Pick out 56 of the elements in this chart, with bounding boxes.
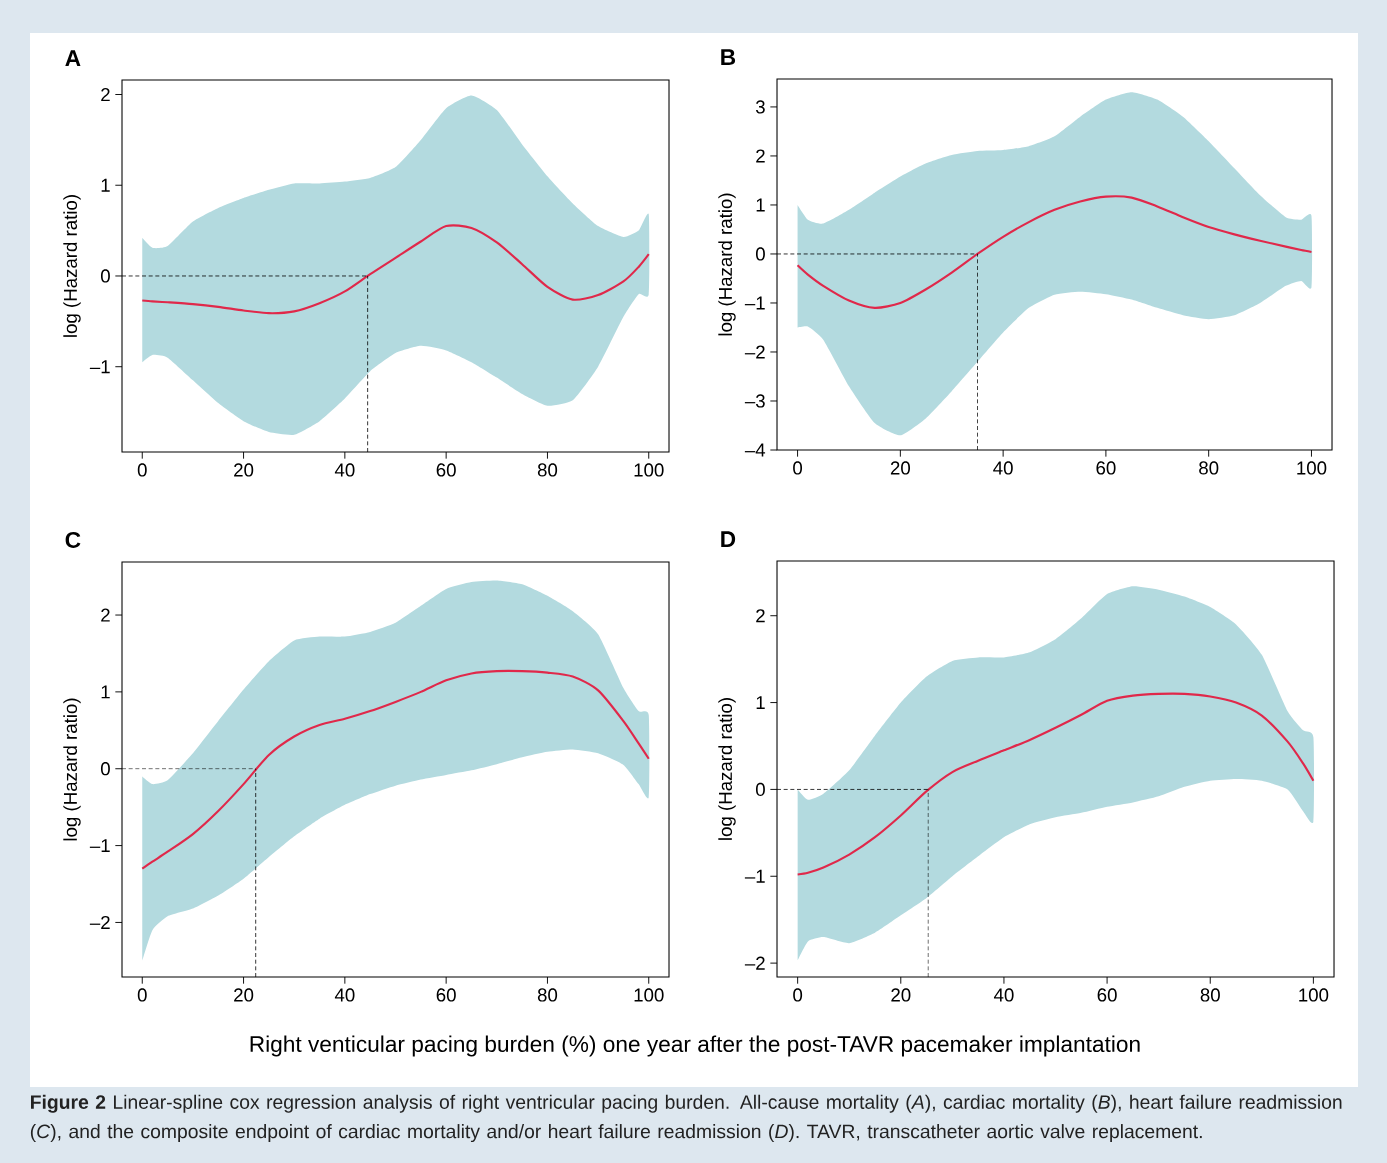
y-tick-label: –3 [744,394,765,408]
x-tick-label: 20 [891,988,911,1002]
x-tick-label: 80 [537,988,558,1002]
y-tick-label: 0 [755,782,765,797]
y-tick-label: –2 [744,345,765,359]
x-tick-label: 40 [993,461,1013,475]
y-tick-label: –1 [744,296,765,310]
x-tick-label: 0 [137,463,147,477]
y-tick-label: 0 [100,762,110,776]
y-tick-label: 2 [101,87,110,102]
x-tick-label: 20 [890,461,910,475]
x-tick-label: 20 [234,463,254,477]
y-tick-label: 2 [756,149,765,163]
x-tick-label: 100 [634,988,664,1002]
y-tick-label: –1 [89,360,110,374]
y-tick-label: 0 [755,247,765,261]
y-tick-label: –4 [744,443,766,457]
y-tick-label: 1 [756,696,765,709]
y-tick-label: 3 [755,100,765,114]
x-tick-label: 0 [137,988,147,1002]
x-tick-label: 60 [436,988,456,1002]
x-tick-label: 0 [793,988,803,1002]
y-tick-label: 1 [756,198,765,212]
x-tick-label: 60 [436,463,456,477]
chart-title: D [721,531,736,547]
x-tick-label: 100 [634,463,664,477]
y-tick-label: –1 [89,839,110,853]
y-tick-label: –2 [89,915,110,929]
x-tick-label: 80 [1199,461,1219,475]
y-tick-label: 0 [100,269,110,283]
x-tick-label: 80 [537,463,558,477]
x-tick-label: 40 [334,988,355,1002]
x-tick-label: 20 [234,988,254,1002]
y-tick-label: 2 [756,609,765,623]
y-axis-title: log (Hazard ratio) [718,193,736,336]
y-axis-title: log (Hazard ratio) [718,698,736,840]
x-axis-title: Right venticular pacing burden (%) one year after the post-TAVR pacemaker implantation [250,1035,1140,1057]
x-tick-label: 60 [1097,988,1117,1002]
text: Figure 2 Linear-spline cox regression analysis of right ventricular pacing burden. All-cause mortality (A), cardiac mortality (B), heart failure readmission (C), and the composite endpoint of cardiac mortality and/or heart failure readmission (D). TAVR, transcatheter aortic valve replacement. [30,1094,1342,1143]
x-tick-label: 100 [1299,988,1329,1002]
x-tick-label: 0 [793,461,803,475]
x-tick-label: 80 [1200,988,1220,1002]
y-tick-label: 1 [101,685,110,699]
x-tick-label: 40 [993,988,1014,1002]
y-tick-label: 2 [101,608,110,622]
chart-title: B [721,49,736,65]
chart-title: A [65,50,81,66]
x-tick-label: 100 [1297,461,1327,475]
x-tick-label: 60 [1096,461,1116,475]
y-axis-title: log (Hazard ratio) [63,698,81,841]
y-tick-label: –1 [744,869,765,883]
y-tick-label: –2 [744,956,765,970]
chart-title: C [65,531,81,548]
x-tick-label: 40 [334,463,355,477]
y-axis-title: log (Hazard ratio) [63,195,81,337]
y-tick-label: 1 [101,178,110,192]
